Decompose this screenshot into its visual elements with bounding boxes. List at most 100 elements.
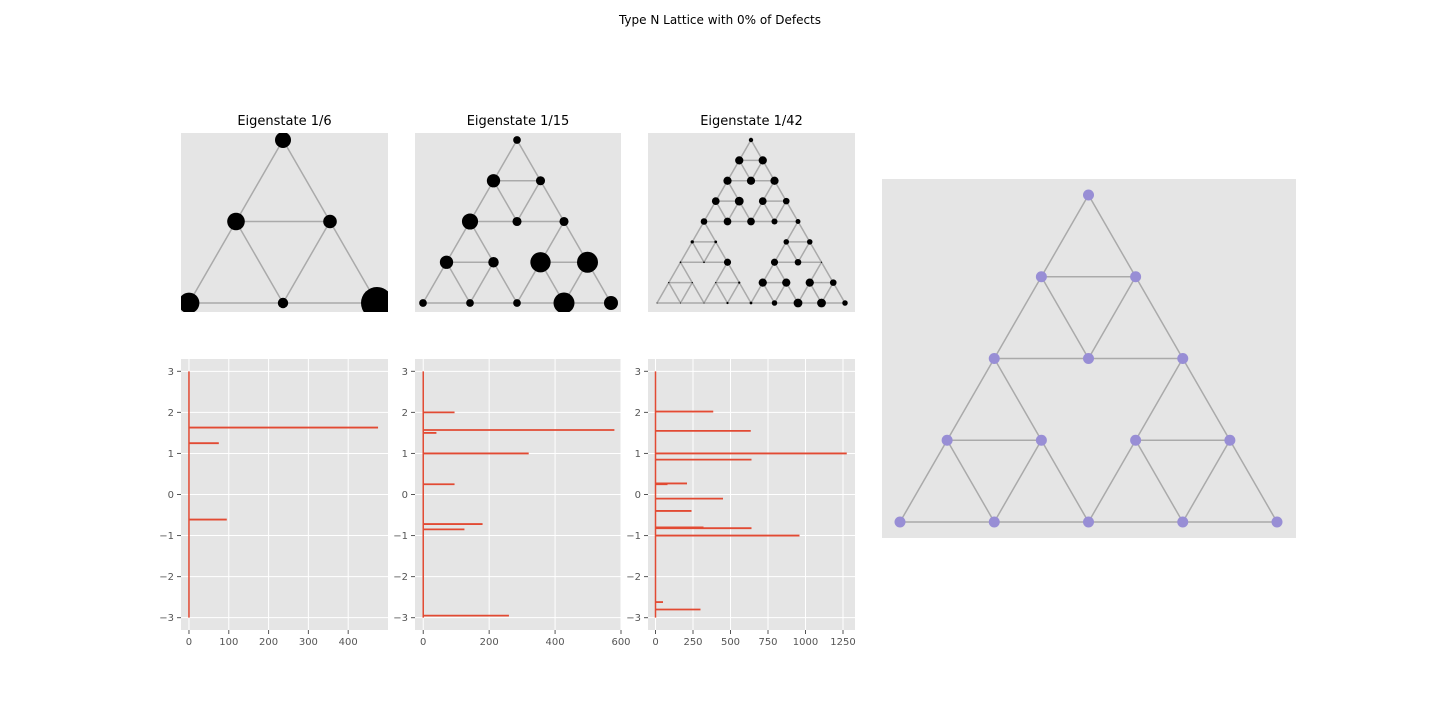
panel-title: Eigenstate 1/42 — [700, 114, 803, 129]
panel-title: Eigenstate 1/15 — [467, 114, 570, 129]
network-edge — [539, 180, 565, 222]
network-edge — [993, 439, 1043, 523]
network-edge — [703, 200, 717, 222]
eigenstate-node — [807, 239, 813, 245]
eigenstate-node — [723, 217, 732, 226]
network-edge — [797, 241, 811, 263]
spectrum-panel-5: 0 200 400 600 3 2 1 0 −1 −2 −3 — [393, 359, 631, 648]
eigenstate-node — [783, 239, 789, 245]
y-tick-label: −2 — [626, 572, 641, 583]
y-tick-label: −1 — [626, 531, 641, 542]
network-edge — [1087, 276, 1137, 359]
eigenstate-node — [486, 174, 501, 188]
network-edge — [492, 261, 518, 304]
lattice-node — [1177, 353, 1189, 364]
network-edge — [738, 282, 752, 304]
lattice-node — [1083, 516, 1094, 528]
network-edge — [282, 221, 331, 304]
x-tick-label: 1000 — [793, 637, 818, 648]
y-tick-label: 2 — [635, 408, 641, 419]
x-tick-label: 200 — [259, 637, 278, 648]
eigenstate-node — [726, 301, 729, 305]
lattice-node — [1130, 434, 1142, 446]
network-edge — [679, 282, 693, 304]
network-edge — [445, 261, 471, 304]
y-tick-label: 2 — [402, 408, 408, 419]
y-tick-label: −1 — [393, 531, 408, 542]
x-tick-label: 400 — [339, 637, 358, 648]
eigenstate-node — [793, 298, 803, 308]
lattice-node — [1130, 271, 1142, 283]
network-edge — [691, 282, 705, 304]
eigenstate-node — [439, 255, 454, 269]
eigenstate-node — [782, 197, 790, 205]
network-edge — [516, 139, 542, 182]
network-edge — [809, 241, 823, 263]
network-edge — [516, 180, 542, 222]
lattice-node — [941, 434, 953, 446]
network-edge — [946, 358, 995, 441]
eigenstate-node — [748, 137, 754, 143]
lattice-node — [1271, 516, 1283, 528]
network-edge — [282, 139, 331, 222]
network-edge — [773, 200, 787, 222]
eigenstate-node — [419, 299, 427, 307]
network-edge — [715, 200, 729, 222]
network-panel-1: Eigenstate 1/6 — [181, 114, 388, 312]
eigenstate-node — [679, 302, 682, 304]
eigenstate-node — [747, 217, 755, 226]
lattice-node — [1177, 516, 1189, 528]
network-edge — [1134, 276, 1184, 359]
eigenstate-node — [488, 257, 499, 268]
eigenstate-node — [758, 197, 767, 205]
eigenstate-node — [700, 218, 708, 225]
eigenstate-node — [734, 196, 744, 206]
network-edge — [726, 261, 740, 283]
y-tick-label: 1 — [168, 449, 174, 460]
network-edge — [1182, 439, 1231, 523]
eigenstate-node — [227, 212, 245, 231]
network-graph — [894, 189, 1283, 528]
eigenstate-node — [513, 136, 521, 144]
network-edge — [750, 200, 764, 222]
eigenstate-node — [703, 302, 705, 304]
y-tick-label: −3 — [626, 613, 641, 624]
eigenstate-node — [604, 296, 618, 310]
network-panel-3: Eigenstate 1/42 — [648, 114, 855, 312]
network-edge — [820, 261, 834, 283]
lattice-node — [988, 353, 1000, 364]
network-edge — [668, 261, 682, 283]
network-graph — [419, 136, 618, 312]
network-graph — [181, 133, 388, 312]
eigenstate-node — [829, 279, 837, 286]
spectrum-panel-4: 0 100 200 300 400 3 2 1 0 −1 −2 −3 — [159, 359, 388, 648]
network-edge — [993, 276, 1043, 359]
eigenstate-node — [711, 197, 720, 205]
network-edge — [946, 439, 995, 523]
y-tick-label: 1 — [402, 449, 408, 460]
network-edge — [1229, 439, 1278, 523]
lattice-node — [894, 516, 906, 528]
network-edge — [668, 282, 682, 304]
eigenstate-node — [679, 261, 682, 264]
network-edge — [492, 139, 518, 182]
network-graph — [656, 137, 848, 308]
eigenstate-node — [691, 281, 693, 284]
panel-title: Eigenstate 1/6 — [237, 114, 331, 129]
network-edge — [679, 241, 693, 263]
network-edge — [899, 439, 948, 523]
x-tick-label: 1250 — [830, 637, 855, 648]
y-tick-label: 3 — [168, 367, 174, 378]
network-edge — [1134, 358, 1184, 441]
eigenstate-node — [735, 156, 744, 165]
x-tick-label: 400 — [546, 637, 565, 648]
network-edge — [1087, 439, 1137, 523]
network-edge — [715, 241, 729, 263]
lattice-node — [988, 516, 1000, 528]
network-edge — [691, 221, 705, 243]
network-edge — [785, 221, 799, 243]
network-edge — [1040, 439, 1090, 523]
eigenstate-node — [820, 261, 823, 263]
eigenstate-node — [703, 261, 705, 264]
